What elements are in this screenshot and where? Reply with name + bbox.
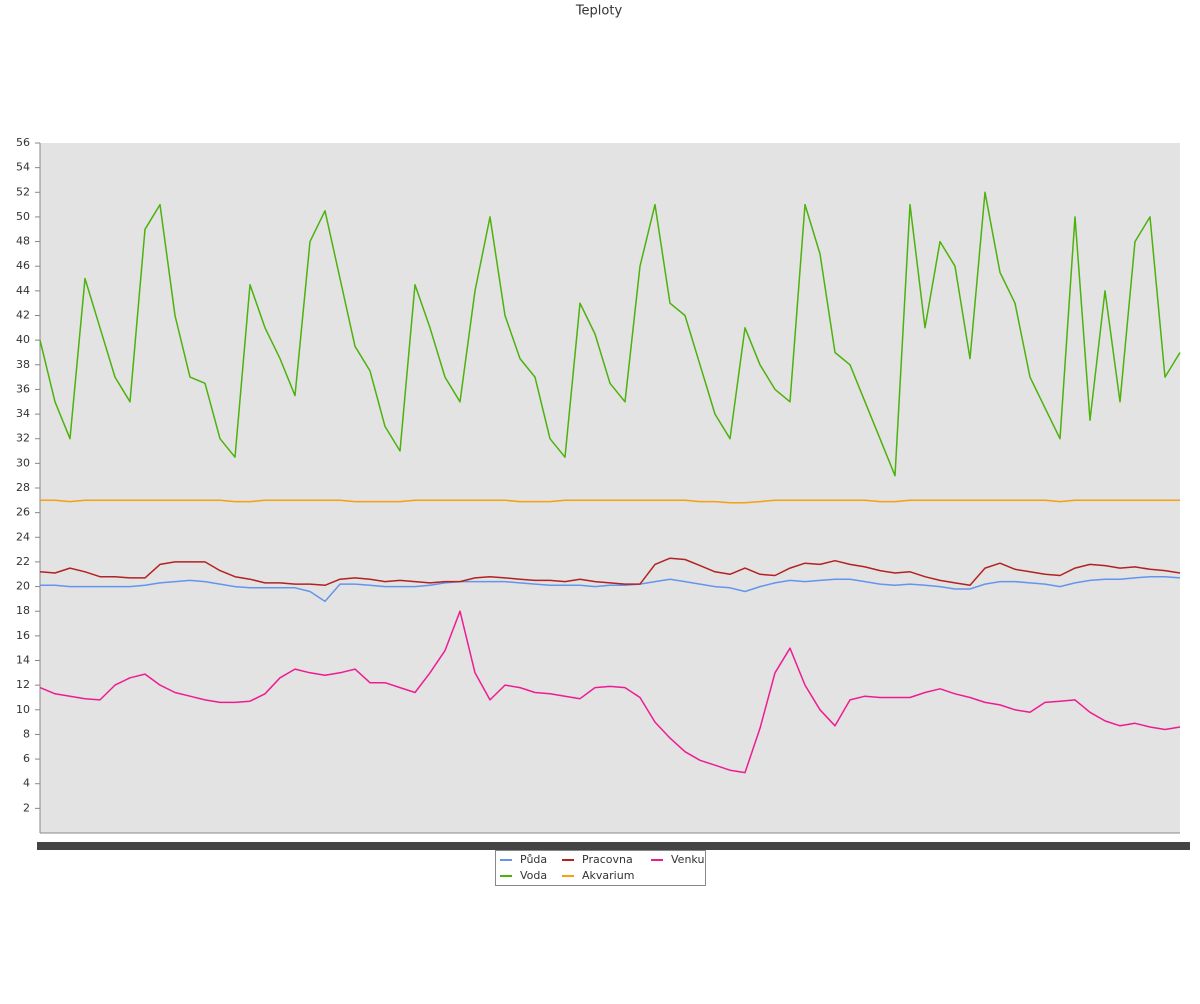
y-tick-label: 36 [16,382,30,395]
y-tick-label: 34 [16,407,30,420]
legend-label: Venku [671,853,704,866]
y-tick-label: 2 [23,801,30,814]
y-tick-label: 22 [16,555,30,568]
series-line [39,191,1181,477]
legend-label: Půda [520,853,547,866]
legend-label: Akvarium [582,869,634,882]
x-tick-labels-band [37,842,1190,850]
y-tick-label: 26 [16,506,30,519]
y-tick-label: 42 [16,309,30,322]
y-tick-label: 38 [16,358,30,371]
y-tick-label: 44 [16,284,30,297]
y-tick-label: 50 [16,210,30,223]
y-tick-label: 52 [16,185,30,198]
chart-title: Teploty [575,4,623,19]
y-tick-label: 32 [16,432,30,445]
legend-label: Voda [520,869,547,882]
y-tick-label: 46 [16,259,30,272]
series-line [40,575,1181,603]
y-tick-label: 14 [16,654,30,667]
y-tick-label: 28 [16,481,30,494]
y-tick-label: 10 [16,703,30,716]
y-tick-label: 24 [16,530,30,543]
y-tick-label: 4 [23,777,30,790]
y-tick-label: 6 [23,752,30,765]
y-tick-label: 8 [23,727,30,740]
y-tick-label: 16 [16,629,30,642]
legend-label: Pracovna [582,853,633,866]
y-tick-label: 48 [16,235,30,248]
y-tick-label: 54 [16,161,30,174]
y-tick-label: 30 [16,456,30,469]
y-tick-label: 12 [16,678,30,691]
plot-area [40,143,1180,833]
series-line [40,499,1180,504]
legend [495,850,706,886]
y-tick-label: 20 [16,580,30,593]
y-tick-label: 18 [16,604,30,617]
y-tick-label: 56 [16,136,30,149]
series-line [39,610,1181,774]
series-line [39,557,1181,587]
y-tick-label: 40 [16,333,30,346]
